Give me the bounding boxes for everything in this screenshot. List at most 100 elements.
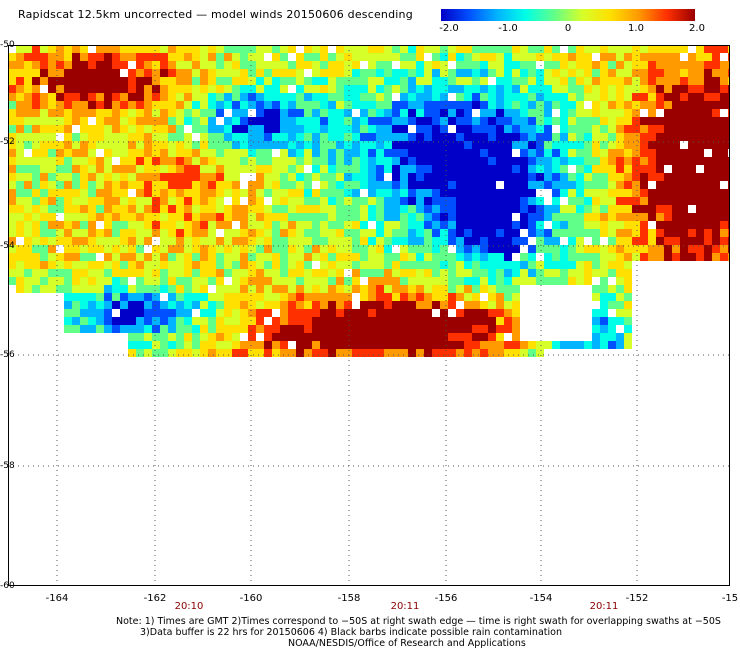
wind-cell bbox=[448, 189, 456, 197]
wind-cell bbox=[280, 117, 288, 125]
wind-cell bbox=[480, 301, 488, 309]
wind-cell bbox=[224, 325, 232, 333]
wind-cell bbox=[392, 53, 400, 61]
wind-cell bbox=[336, 205, 344, 213]
wind-cell bbox=[504, 101, 512, 109]
wind-cell bbox=[488, 53, 496, 61]
wind-cell bbox=[80, 101, 88, 109]
wind-cell bbox=[672, 205, 680, 213]
wind-cell bbox=[32, 253, 40, 261]
wind-cell bbox=[624, 285, 632, 293]
wind-cell bbox=[464, 149, 472, 157]
wind-cell bbox=[472, 309, 480, 317]
wind-cell bbox=[424, 45, 432, 53]
wind-cell bbox=[224, 317, 232, 325]
wind-cell bbox=[600, 325, 608, 333]
wind-cell bbox=[408, 149, 416, 157]
wind-cell bbox=[104, 221, 112, 229]
wind-cell bbox=[464, 245, 472, 253]
wind-cell bbox=[384, 181, 392, 189]
wind-cell bbox=[368, 165, 376, 173]
wind-cell bbox=[112, 101, 120, 109]
wind-cell bbox=[184, 141, 192, 149]
wind-cell bbox=[392, 125, 400, 133]
wind-cell bbox=[384, 285, 392, 293]
wind-cell bbox=[416, 101, 424, 109]
wind-cell bbox=[408, 205, 416, 213]
wind-cell bbox=[312, 93, 320, 101]
wind-cell bbox=[192, 213, 200, 221]
wind-cell bbox=[56, 85, 64, 93]
wind-cell bbox=[632, 109, 640, 117]
wind-cell bbox=[568, 277, 576, 285]
wind-cell bbox=[168, 333, 176, 341]
wind-cell bbox=[592, 85, 600, 93]
wind-cell bbox=[408, 333, 416, 341]
wind-cell bbox=[408, 325, 416, 333]
wind-cell bbox=[296, 125, 304, 133]
wind-cell bbox=[24, 221, 32, 229]
wind-cell bbox=[504, 253, 512, 261]
wind-cell bbox=[48, 61, 56, 69]
wind-cell bbox=[288, 221, 296, 229]
wind-cell bbox=[568, 93, 576, 101]
wind-cell bbox=[408, 341, 416, 349]
wind-cell bbox=[256, 125, 264, 133]
wind-cell bbox=[192, 269, 200, 277]
wind-cell bbox=[416, 165, 424, 173]
wind-cell bbox=[304, 53, 312, 61]
wind-cell bbox=[552, 341, 560, 349]
wind-cell bbox=[616, 277, 624, 285]
wind-cell bbox=[624, 117, 632, 125]
wind-cell bbox=[232, 237, 240, 245]
wind-cell bbox=[536, 149, 544, 157]
wind-cell bbox=[600, 157, 608, 165]
wind-cell bbox=[96, 277, 104, 285]
wind-cell bbox=[560, 101, 568, 109]
wind-cell bbox=[48, 149, 56, 157]
wind-cell bbox=[384, 349, 392, 357]
wind-cell bbox=[368, 61, 376, 69]
wind-cell bbox=[616, 181, 624, 189]
wind-cell bbox=[584, 173, 592, 181]
wind-cell bbox=[488, 165, 496, 173]
wind-cell bbox=[624, 197, 632, 205]
wind-cell bbox=[456, 93, 464, 101]
wind-cell bbox=[64, 221, 72, 229]
wind-cell bbox=[168, 101, 176, 109]
wind-cell bbox=[656, 157, 664, 165]
wind-cell bbox=[416, 301, 424, 309]
wind-cell bbox=[376, 85, 384, 93]
wind-cell bbox=[176, 261, 184, 269]
wind-cell bbox=[456, 317, 464, 325]
wind-cell bbox=[408, 45, 416, 53]
wind-cell bbox=[144, 237, 152, 245]
wind-cell bbox=[136, 285, 144, 293]
wind-cell bbox=[48, 69, 56, 77]
wind-cell bbox=[80, 117, 88, 125]
wind-cell bbox=[696, 61, 704, 69]
wind-cell bbox=[568, 125, 576, 133]
wind-cell bbox=[696, 93, 704, 101]
wind-cell bbox=[312, 253, 320, 261]
wind-cell bbox=[200, 189, 208, 197]
wind-cell bbox=[472, 53, 480, 61]
wind-cell bbox=[528, 45, 536, 53]
wind-cell bbox=[256, 173, 264, 181]
wind-cell bbox=[384, 205, 392, 213]
wind-cell bbox=[224, 181, 232, 189]
wind-cell bbox=[304, 93, 312, 101]
wind-cell bbox=[664, 141, 672, 149]
wind-cell bbox=[40, 141, 48, 149]
wind-cell bbox=[280, 173, 288, 181]
wind-cell bbox=[216, 213, 224, 221]
wind-cell bbox=[16, 221, 24, 229]
wind-cell bbox=[456, 309, 464, 317]
wind-cell bbox=[344, 61, 352, 69]
wind-cell bbox=[224, 189, 232, 197]
wind-cell bbox=[664, 101, 672, 109]
wind-cell bbox=[472, 285, 480, 293]
wind-cell bbox=[376, 149, 384, 157]
wind-cell bbox=[688, 77, 696, 85]
wind-cell bbox=[400, 317, 408, 325]
